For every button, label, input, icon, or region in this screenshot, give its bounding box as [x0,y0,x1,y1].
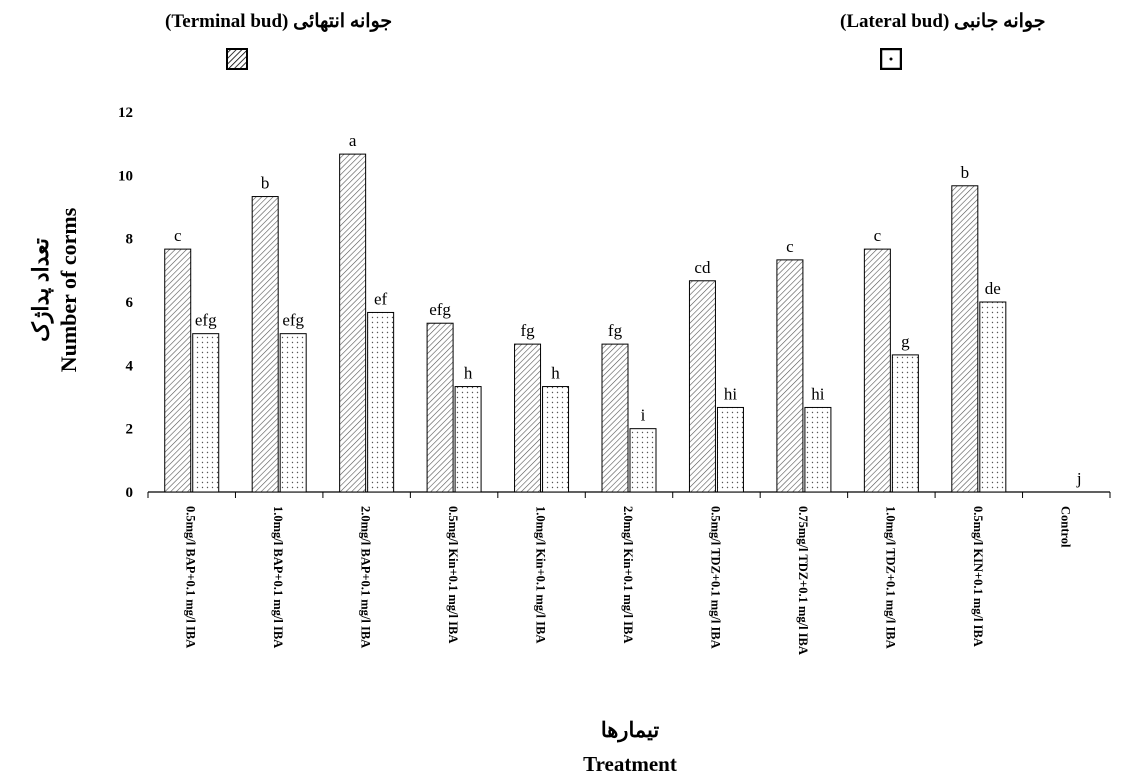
x-tick-label: 1.0mg/l TDZ+0.1 mg/l IBA [883,506,897,649]
y-tick-label: 8 [126,232,134,248]
x-tick-label: 2.0mg/l BAP+0.1 mg/l IBA [359,506,373,648]
significance-letter: j [1076,469,1082,488]
significance-letter: ef [374,289,388,308]
bar-terminal [514,343,542,493]
bar-terminal [601,343,629,493]
significance-letter: efg [429,300,451,319]
bar-lateral [279,333,307,493]
bar-lateral [454,386,482,493]
bar-lateral [192,333,220,493]
significance-letter: i [641,406,646,425]
y-tick-label: 10 [118,168,133,184]
significance-letter: hi [724,384,738,403]
significance-letter: b [961,163,970,182]
y-tick-label: 4 [126,358,134,374]
bars [164,153,1007,493]
y-tick-label: 12 [118,105,133,121]
y-tick-label: 2 [126,422,134,438]
significance-letter: cd [694,258,711,277]
significance-letter: c [874,226,882,245]
y-tick-label: 6 [126,295,134,311]
bar-terminal [863,248,891,493]
legend-terminal-swatch [226,48,248,70]
x-tick-label: 2.0mg/l Kin+0.1 mg/l IBA [621,506,635,643]
significance-letter: fg [520,321,535,340]
significance-letter: fg [608,321,623,340]
bar-lateral [891,354,919,493]
legend-terminal-label: جوانه انتهائی (Terminal bud) [165,11,393,32]
significance-letter: h [464,364,473,383]
bar-terminal [339,153,367,493]
significance-letter: h [551,364,560,383]
x-tick-label: 0.5mg/l Kin+0.1 mg/l IBA [446,506,460,643]
bar-terminal [251,196,279,493]
significance-letter: c [786,237,794,256]
significance-letter: hi [811,384,825,403]
bar-terminal [164,248,192,493]
significance-letter: c [174,226,182,245]
x-tick-label: 1.0mg/l Kin+0.1 mg/l IBA [534,506,548,643]
bar-terminal [776,259,804,493]
significance-letter: b [261,174,270,193]
significance-letter: de [985,279,1001,298]
x-tick-label: 0.5mg/l BAP+0.1 mg/l IBA [184,506,198,648]
axes: 0 2 4 6 8 10 12 [118,105,1111,501]
bar-lateral [367,311,395,493]
x-tick-label: 0.5mg/l TDZ+0.1 mg/l IBA [708,506,722,649]
bar-terminal [426,322,454,493]
x-axis-title-fa: تیمارها [600,718,660,742]
x-tick-label: Control [1058,506,1072,548]
bar-lateral [542,386,570,493]
bar-lateral [629,428,657,493]
bar-lateral [716,406,744,493]
x-tick-label: 0.5mg/l KIN+0.1 mg/l IBA [971,506,985,647]
bar-lateral [804,406,832,493]
x-tick-label: 0.75mg/l TDZ+0.1 mg/l IBA [796,506,810,655]
significance-letter: efg [195,311,217,330]
bar-terminal [688,280,716,493]
bar-terminal [951,185,979,493]
significance-letter: a [349,131,357,150]
x-tick-label: 1.0mg/l BAP+0.1 mg/l IBA [271,506,285,648]
y-tick-label: 0 [126,485,134,501]
legend-lateral-swatch [880,48,902,70]
significance-letter: g [901,332,910,351]
significance-letter: efg [282,311,304,330]
x-axis-title-en: Treatment [583,752,677,776]
bar-lateral [979,301,1007,493]
legend-lateral-label: جوانه جانبی (Lateral bud) [840,11,1046,32]
